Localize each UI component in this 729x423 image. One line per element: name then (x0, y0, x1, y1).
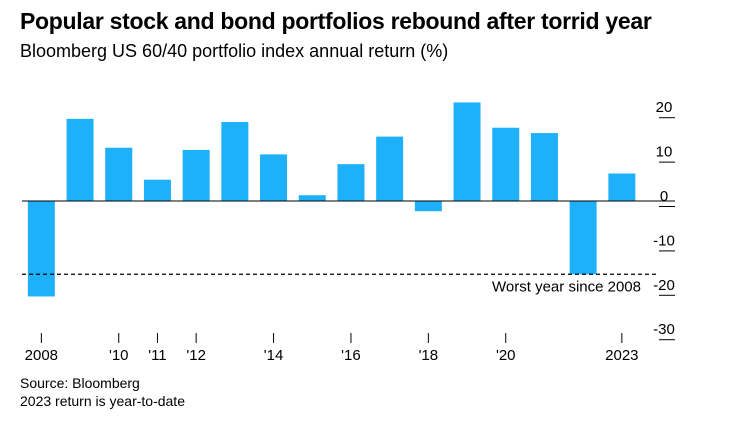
x-tick-label: '10 (109, 347, 129, 364)
bar-2016 (337, 164, 365, 201)
bar-2020 (492, 127, 520, 201)
bar-2015 (298, 195, 326, 201)
bar-2023 (608, 173, 636, 201)
y-tick-label: 10 (656, 144, 673, 161)
x-tick-label: '20 (496, 347, 516, 364)
x-tick-label: '12 (186, 347, 206, 364)
x-tick-label: '18 (419, 347, 439, 364)
bar-2019 (453, 102, 481, 201)
reference-layer: Worst year since 2008 (22, 273, 659, 295)
chart-subtitle: Bloomberg US 60/40 portfolio index annua… (20, 41, 449, 61)
source-note: Source: Bloomberg (20, 375, 140, 391)
x-tick-label: '11 (148, 347, 166, 364)
bar-2022 (569, 201, 597, 275)
x-tick-label: 2023 (605, 347, 638, 364)
bar-2011 (143, 179, 171, 201)
bar-2010 (105, 147, 133, 201)
bar-2017 (376, 136, 404, 201)
axis-layer: 20 10 0 -10 -20 -30 2008 '10 '11 '12 '14 '16 '18 '20 2… (22, 99, 675, 364)
bar-2014 (260, 154, 288, 201)
bar-2008 (27, 201, 55, 297)
bar-2012 (182, 149, 210, 201)
footnote: 2023 return is year-to-date (20, 393, 185, 409)
bar-2009 (66, 118, 94, 201)
y-tick-label: -10 (653, 232, 675, 249)
x-tick-label: 2008 (25, 347, 58, 364)
bar-2018 (414, 201, 442, 212)
x-tick-label: '14 (264, 347, 284, 364)
bar-2013 (221, 121, 249, 201)
bar-2021 (530, 133, 558, 201)
reference-line-label: Worst year since 2008 (492, 278, 641, 295)
y-tick-label: -30 (653, 321, 675, 338)
chart-title: Popular stock and bond portfolios reboun… (20, 8, 652, 34)
x-tick-label: '16 (341, 347, 361, 364)
y-tick-label: 0 (660, 188, 668, 205)
y-tick-label: -20 (653, 277, 675, 294)
y-tick-label: 20 (656, 99, 673, 116)
bars-layer (27, 102, 636, 297)
